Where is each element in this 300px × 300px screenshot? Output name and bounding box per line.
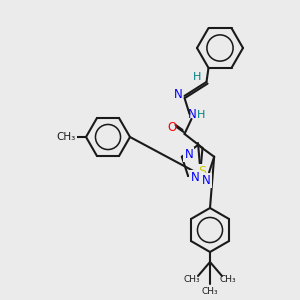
Text: H: H	[197, 110, 206, 120]
Text: N: N	[174, 88, 183, 101]
Text: H: H	[193, 72, 202, 82]
Text: CH₃: CH₃	[202, 286, 218, 296]
Text: CH₃: CH₃	[220, 274, 236, 284]
Text: N: N	[188, 108, 197, 122]
Text: CH₃: CH₃	[56, 132, 76, 142]
Text: S: S	[199, 165, 206, 178]
Text: CH₃: CH₃	[184, 274, 200, 284]
Text: N: N	[190, 171, 200, 184]
Text: N: N	[202, 174, 210, 187]
Text: O: O	[168, 122, 177, 134]
Text: N: N	[184, 148, 193, 161]
